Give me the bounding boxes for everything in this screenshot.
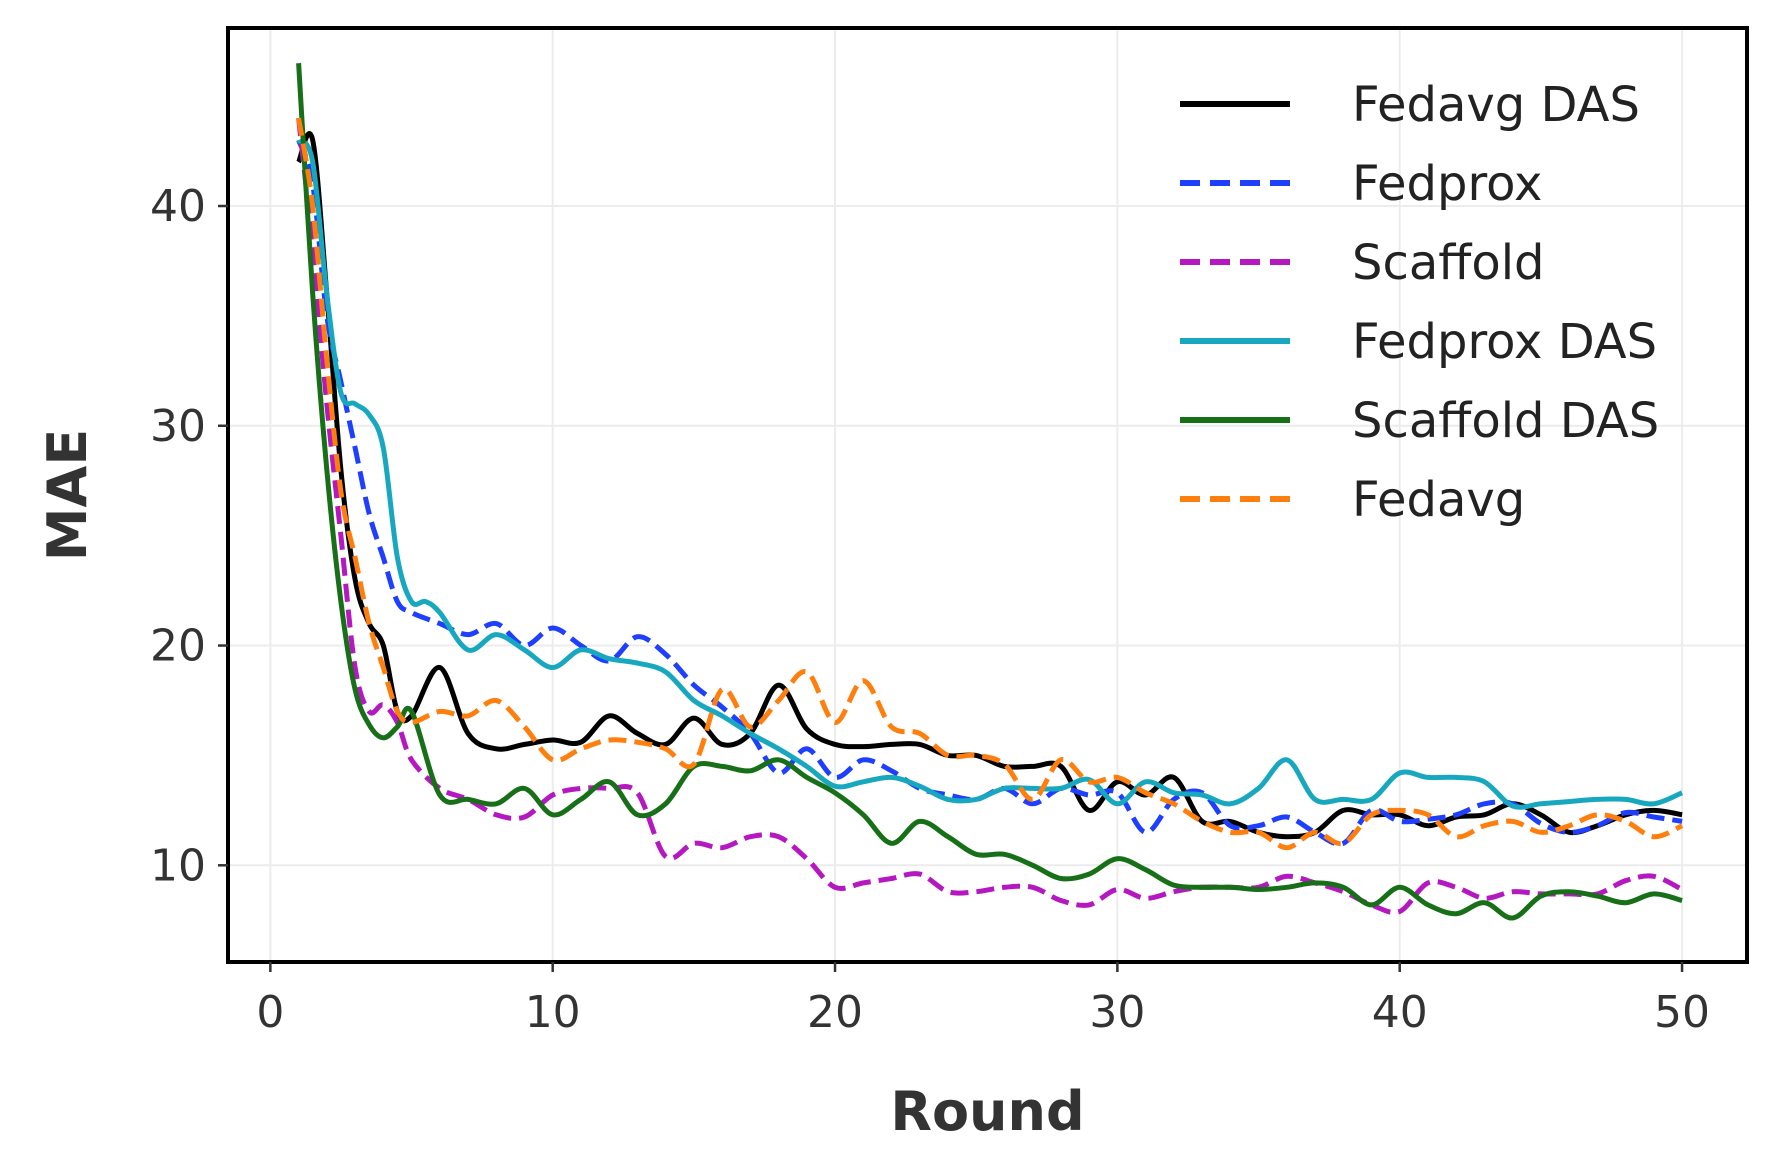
y-tick-label: 20	[150, 621, 206, 672]
series-lines	[296, 63, 1684, 921]
x-tick-label: 0	[256, 987, 284, 1038]
legend-label: Scaffold DAS	[1352, 393, 1659, 449]
x-tick-label: 20	[807, 987, 863, 1038]
x-tick-label: 50	[1654, 987, 1710, 1038]
y-tick-label: 30	[150, 401, 206, 452]
legend-label: Fedprox DAS	[1352, 314, 1657, 370]
series-line-fedprox	[296, 139, 1683, 847]
y-axis-label: MAE	[36, 429, 99, 561]
series-line-scaffold	[296, 117, 1684, 915]
legend-label: Scaffold	[1352, 235, 1545, 291]
series-line-fedavg	[296, 117, 1684, 851]
y-tick-label: 10	[150, 840, 206, 891]
legend-label: Fedprox	[1352, 156, 1542, 212]
plot-frame	[226, 26, 1749, 964]
legend-label: Fedavg DAS	[1352, 77, 1640, 133]
series-line-fedprox-das	[296, 138, 1684, 810]
series-line-scaffold-das	[296, 63, 1683, 921]
y-tick-label: 40	[150, 181, 206, 232]
x-tick-label: 10	[525, 987, 581, 1038]
x-tick-label: 40	[1372, 987, 1428, 1038]
legend: Fedavg DAS Fedprox Scaffold Fedprox DAS Scaf…	[1180, 77, 1659, 528]
legend-label: Fedavg	[1352, 472, 1525, 528]
x-axis-label: Round	[890, 1080, 1084, 1143]
axis-ticks: 0 10 20 30 40 50 10 20 30 40	[150, 181, 1710, 1038]
x-tick-label: 30	[1089, 987, 1145, 1038]
